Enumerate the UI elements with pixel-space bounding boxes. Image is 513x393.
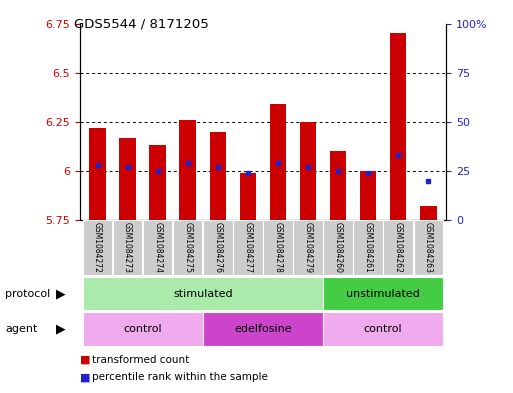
Bar bbox=[233, 220, 263, 275]
Text: protocol: protocol bbox=[5, 288, 50, 299]
Bar bbox=[143, 220, 172, 275]
Bar bbox=[413, 220, 443, 275]
Text: GSM1084276: GSM1084276 bbox=[213, 222, 222, 273]
Text: ■: ■ bbox=[80, 372, 90, 382]
Text: GSM1084275: GSM1084275 bbox=[183, 222, 192, 273]
Text: edelfosine: edelfosine bbox=[234, 324, 292, 334]
Bar bbox=[203, 220, 232, 275]
Bar bbox=[420, 206, 437, 220]
Bar bbox=[323, 277, 443, 310]
Bar bbox=[120, 138, 136, 220]
Text: GSM1084260: GSM1084260 bbox=[333, 222, 343, 273]
Bar bbox=[360, 171, 377, 220]
Text: GSM1084278: GSM1084278 bbox=[273, 222, 283, 273]
Text: ▶: ▶ bbox=[56, 322, 65, 336]
Text: control: control bbox=[123, 324, 162, 334]
Text: GSM1084274: GSM1084274 bbox=[153, 222, 162, 273]
Text: ■: ■ bbox=[80, 354, 90, 365]
Bar bbox=[89, 128, 106, 220]
Text: percentile rank within the sample: percentile rank within the sample bbox=[92, 372, 268, 382]
Text: GSM1084262: GSM1084262 bbox=[393, 222, 403, 273]
Bar bbox=[149, 145, 166, 220]
Bar bbox=[83, 312, 203, 346]
Bar bbox=[180, 120, 196, 220]
Bar bbox=[384, 220, 413, 275]
Bar bbox=[83, 220, 112, 275]
Bar bbox=[203, 312, 323, 346]
Bar bbox=[300, 122, 317, 220]
Bar bbox=[240, 173, 256, 220]
Bar bbox=[209, 132, 226, 220]
Text: GSM1084272: GSM1084272 bbox=[93, 222, 102, 273]
Text: stimulated: stimulated bbox=[173, 289, 232, 299]
Text: ▶: ▶ bbox=[56, 287, 65, 300]
Bar bbox=[173, 220, 203, 275]
Text: GSM1084263: GSM1084263 bbox=[424, 222, 433, 273]
Bar bbox=[353, 220, 383, 275]
Text: GSM1084277: GSM1084277 bbox=[243, 222, 252, 273]
Bar bbox=[390, 33, 406, 220]
Bar bbox=[263, 220, 293, 275]
Bar bbox=[323, 220, 353, 275]
Bar bbox=[270, 104, 286, 220]
Bar bbox=[323, 312, 443, 346]
Text: agent: agent bbox=[5, 324, 37, 334]
Bar bbox=[293, 220, 323, 275]
Text: GSM1084279: GSM1084279 bbox=[304, 222, 312, 273]
Bar bbox=[330, 151, 346, 220]
Text: control: control bbox=[364, 324, 403, 334]
Text: GSM1084273: GSM1084273 bbox=[123, 222, 132, 273]
Text: unstimulated: unstimulated bbox=[346, 289, 420, 299]
Text: GDS5544 / 8171205: GDS5544 / 8171205 bbox=[74, 18, 209, 31]
Text: GSM1084261: GSM1084261 bbox=[364, 222, 372, 273]
Bar bbox=[83, 277, 323, 310]
Text: transformed count: transformed count bbox=[92, 354, 190, 365]
Bar bbox=[113, 220, 142, 275]
